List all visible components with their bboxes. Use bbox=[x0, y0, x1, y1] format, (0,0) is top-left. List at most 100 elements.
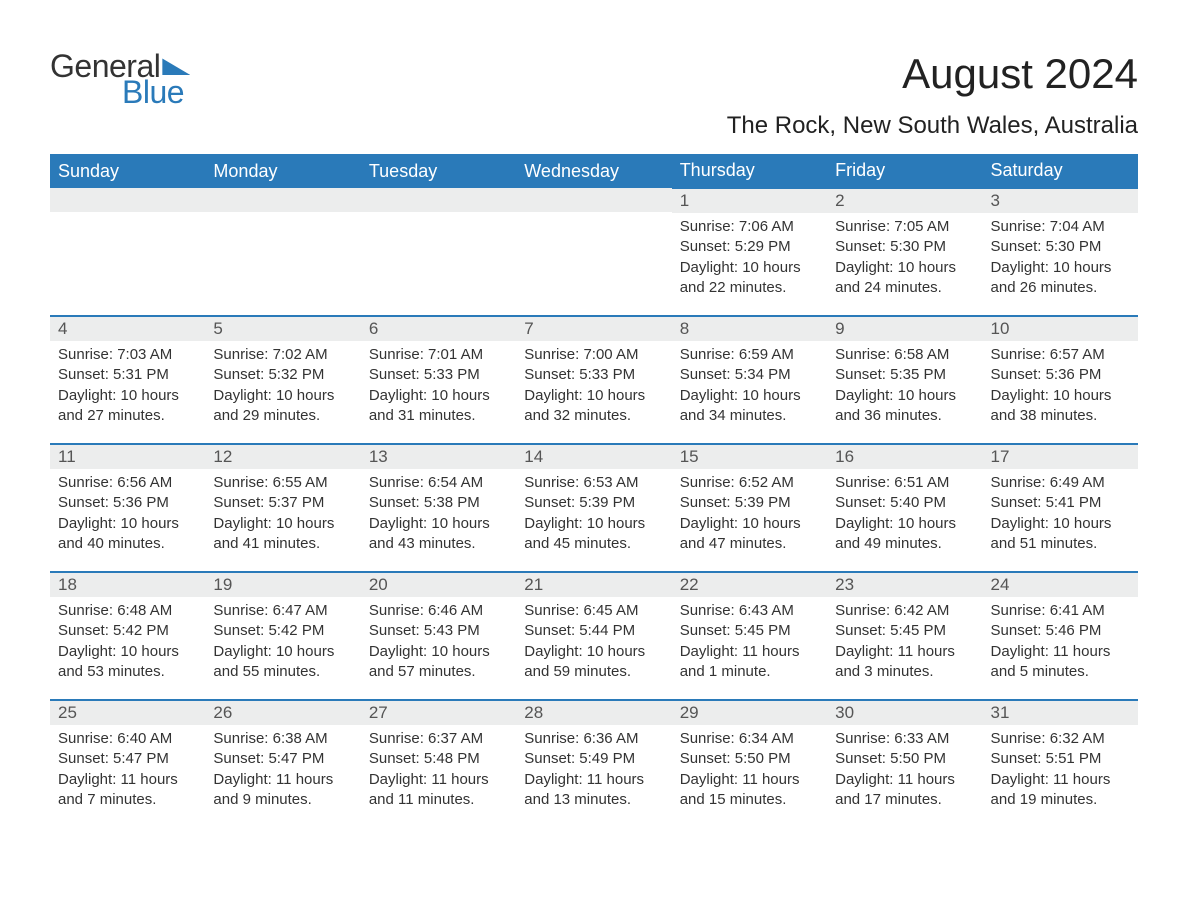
day-body: Sunrise: 6:56 AMSunset: 5:36 PMDaylight:… bbox=[50, 469, 205, 560]
sunrise-line: Sunrise: 6:54 AM bbox=[369, 473, 508, 493]
day-body: Sunrise: 7:03 AMSunset: 5:31 PMDaylight:… bbox=[50, 341, 205, 432]
sunset-line: Sunset: 5:50 PM bbox=[680, 749, 819, 769]
calendar-cell bbox=[361, 188, 516, 316]
daylight-line: Daylight: 11 hours and 11 minutes. bbox=[369, 770, 508, 811]
sunrise-line: Sunrise: 7:03 AM bbox=[58, 345, 197, 365]
daylight-line: Daylight: 10 hours and 34 minutes. bbox=[680, 386, 819, 427]
day-body: Sunrise: 6:38 AMSunset: 5:47 PMDaylight:… bbox=[205, 725, 360, 816]
day-body: Sunrise: 6:40 AMSunset: 5:47 PMDaylight:… bbox=[50, 725, 205, 816]
day-number: 23 bbox=[827, 573, 982, 597]
daylight-line: Daylight: 10 hours and 31 minutes. bbox=[369, 386, 508, 427]
day-body: Sunrise: 6:34 AMSunset: 5:50 PMDaylight:… bbox=[672, 725, 827, 816]
calendar-cell: 29Sunrise: 6:34 AMSunset: 5:50 PMDayligh… bbox=[672, 700, 827, 828]
day-number: 12 bbox=[205, 445, 360, 469]
day-number-empty bbox=[205, 188, 360, 212]
calendar-cell: 10Sunrise: 6:57 AMSunset: 5:36 PMDayligh… bbox=[983, 316, 1138, 444]
day-number: 9 bbox=[827, 317, 982, 341]
day-body: Sunrise: 6:49 AMSunset: 5:41 PMDaylight:… bbox=[983, 469, 1138, 560]
day-body: Sunrise: 6:32 AMSunset: 5:51 PMDaylight:… bbox=[983, 725, 1138, 816]
sunrise-line: Sunrise: 7:05 AM bbox=[835, 217, 974, 237]
day-body: Sunrise: 6:41 AMSunset: 5:46 PMDaylight:… bbox=[983, 597, 1138, 688]
col-monday: Monday bbox=[205, 154, 360, 188]
daylight-line: Daylight: 10 hours and 29 minutes. bbox=[213, 386, 352, 427]
sunset-line: Sunset: 5:40 PM bbox=[835, 493, 974, 513]
sunrise-line: Sunrise: 6:47 AM bbox=[213, 601, 352, 621]
brand-logo: General Blue bbox=[50, 50, 190, 108]
calendar-cell: 9Sunrise: 6:58 AMSunset: 5:35 PMDaylight… bbox=[827, 316, 982, 444]
calendar-table: Sunday Monday Tuesday Wednesday Thursday… bbox=[50, 154, 1138, 828]
sunset-line: Sunset: 5:30 PM bbox=[991, 237, 1130, 257]
day-number-empty bbox=[50, 188, 205, 212]
day-body: Sunrise: 6:59 AMSunset: 5:34 PMDaylight:… bbox=[672, 341, 827, 432]
day-number-empty bbox=[516, 188, 671, 212]
daylight-line: Daylight: 11 hours and 5 minutes. bbox=[991, 642, 1130, 683]
day-body: Sunrise: 6:43 AMSunset: 5:45 PMDaylight:… bbox=[672, 597, 827, 688]
calendar-cell: 16Sunrise: 6:51 AMSunset: 5:40 PMDayligh… bbox=[827, 444, 982, 572]
sunset-line: Sunset: 5:38 PM bbox=[369, 493, 508, 513]
sunset-line: Sunset: 5:42 PM bbox=[58, 621, 197, 641]
daylight-line: Daylight: 10 hours and 59 minutes. bbox=[524, 642, 663, 683]
day-body: Sunrise: 6:52 AMSunset: 5:39 PMDaylight:… bbox=[672, 469, 827, 560]
sunrise-line: Sunrise: 6:36 AM bbox=[524, 729, 663, 749]
daylight-line: Daylight: 10 hours and 36 minutes. bbox=[835, 386, 974, 427]
day-number: 26 bbox=[205, 701, 360, 725]
calendar-cell: 1Sunrise: 7:06 AMSunset: 5:29 PMDaylight… bbox=[672, 188, 827, 316]
day-number: 16 bbox=[827, 445, 982, 469]
calendar-cell: 6Sunrise: 7:01 AMSunset: 5:33 PMDaylight… bbox=[361, 316, 516, 444]
sunrise-line: Sunrise: 6:53 AM bbox=[524, 473, 663, 493]
sunset-line: Sunset: 5:39 PM bbox=[680, 493, 819, 513]
day-body: Sunrise: 7:04 AMSunset: 5:30 PMDaylight:… bbox=[983, 213, 1138, 304]
day-number: 27 bbox=[361, 701, 516, 725]
day-number: 14 bbox=[516, 445, 671, 469]
brand-word-blue: Blue bbox=[122, 76, 184, 108]
calendar-cell: 22Sunrise: 6:43 AMSunset: 5:45 PMDayligh… bbox=[672, 572, 827, 700]
sunrise-line: Sunrise: 6:56 AM bbox=[58, 473, 197, 493]
sunrise-line: Sunrise: 6:40 AM bbox=[58, 729, 197, 749]
sunrise-line: Sunrise: 6:59 AM bbox=[680, 345, 819, 365]
calendar-cell: 5Sunrise: 7:02 AMSunset: 5:32 PMDaylight… bbox=[205, 316, 360, 444]
calendar-cell bbox=[205, 188, 360, 316]
calendar-cell: 7Sunrise: 7:00 AMSunset: 5:33 PMDaylight… bbox=[516, 316, 671, 444]
calendar-cell: 18Sunrise: 6:48 AMSunset: 5:42 PMDayligh… bbox=[50, 572, 205, 700]
sunset-line: Sunset: 5:34 PM bbox=[680, 365, 819, 385]
calendar-cell bbox=[50, 188, 205, 316]
sunrise-line: Sunrise: 6:45 AM bbox=[524, 601, 663, 621]
sunset-line: Sunset: 5:50 PM bbox=[835, 749, 974, 769]
day-body: Sunrise: 7:01 AMSunset: 5:33 PMDaylight:… bbox=[361, 341, 516, 432]
col-friday: Friday bbox=[827, 154, 982, 188]
daylight-line: Daylight: 11 hours and 15 minutes. bbox=[680, 770, 819, 811]
day-number: 22 bbox=[672, 573, 827, 597]
sunset-line: Sunset: 5:29 PM bbox=[680, 237, 819, 257]
calendar-cell: 25Sunrise: 6:40 AMSunset: 5:47 PMDayligh… bbox=[50, 700, 205, 828]
sunset-line: Sunset: 5:35 PM bbox=[835, 365, 974, 385]
calendar-cell: 4Sunrise: 7:03 AMSunset: 5:31 PMDaylight… bbox=[50, 316, 205, 444]
day-number: 18 bbox=[50, 573, 205, 597]
daylight-line: Daylight: 10 hours and 49 minutes. bbox=[835, 514, 974, 555]
calendar-cell: 27Sunrise: 6:37 AMSunset: 5:48 PMDayligh… bbox=[361, 700, 516, 828]
sunrise-line: Sunrise: 6:38 AM bbox=[213, 729, 352, 749]
daylight-line: Daylight: 11 hours and 13 minutes. bbox=[524, 770, 663, 811]
day-number: 29 bbox=[672, 701, 827, 725]
sunrise-line: Sunrise: 6:52 AM bbox=[680, 473, 819, 493]
daylight-line: Daylight: 10 hours and 53 minutes. bbox=[58, 642, 197, 683]
day-number: 8 bbox=[672, 317, 827, 341]
daylight-line: Daylight: 11 hours and 7 minutes. bbox=[58, 770, 197, 811]
day-body: Sunrise: 6:57 AMSunset: 5:36 PMDaylight:… bbox=[983, 341, 1138, 432]
sunset-line: Sunset: 5:31 PM bbox=[58, 365, 197, 385]
sunrise-line: Sunrise: 6:33 AM bbox=[835, 729, 974, 749]
daylight-line: Daylight: 10 hours and 24 minutes. bbox=[835, 258, 974, 299]
day-number: 1 bbox=[672, 189, 827, 213]
page-title: August 2024 bbox=[902, 50, 1138, 98]
sail-icon bbox=[162, 53, 190, 75]
day-body: Sunrise: 6:45 AMSunset: 5:44 PMDaylight:… bbox=[516, 597, 671, 688]
calendar-cell: 23Sunrise: 6:42 AMSunset: 5:45 PMDayligh… bbox=[827, 572, 982, 700]
sunset-line: Sunset: 5:41 PM bbox=[991, 493, 1130, 513]
sunset-line: Sunset: 5:48 PM bbox=[369, 749, 508, 769]
daylight-line: Daylight: 10 hours and 38 minutes. bbox=[991, 386, 1130, 427]
day-number: 7 bbox=[516, 317, 671, 341]
calendar-week: 11Sunrise: 6:56 AMSunset: 5:36 PMDayligh… bbox=[50, 444, 1138, 572]
day-body: Sunrise: 6:54 AMSunset: 5:38 PMDaylight:… bbox=[361, 469, 516, 560]
daylight-line: Daylight: 10 hours and 57 minutes. bbox=[369, 642, 508, 683]
day-body: Sunrise: 6:42 AMSunset: 5:45 PMDaylight:… bbox=[827, 597, 982, 688]
sunrise-line: Sunrise: 6:43 AM bbox=[680, 601, 819, 621]
